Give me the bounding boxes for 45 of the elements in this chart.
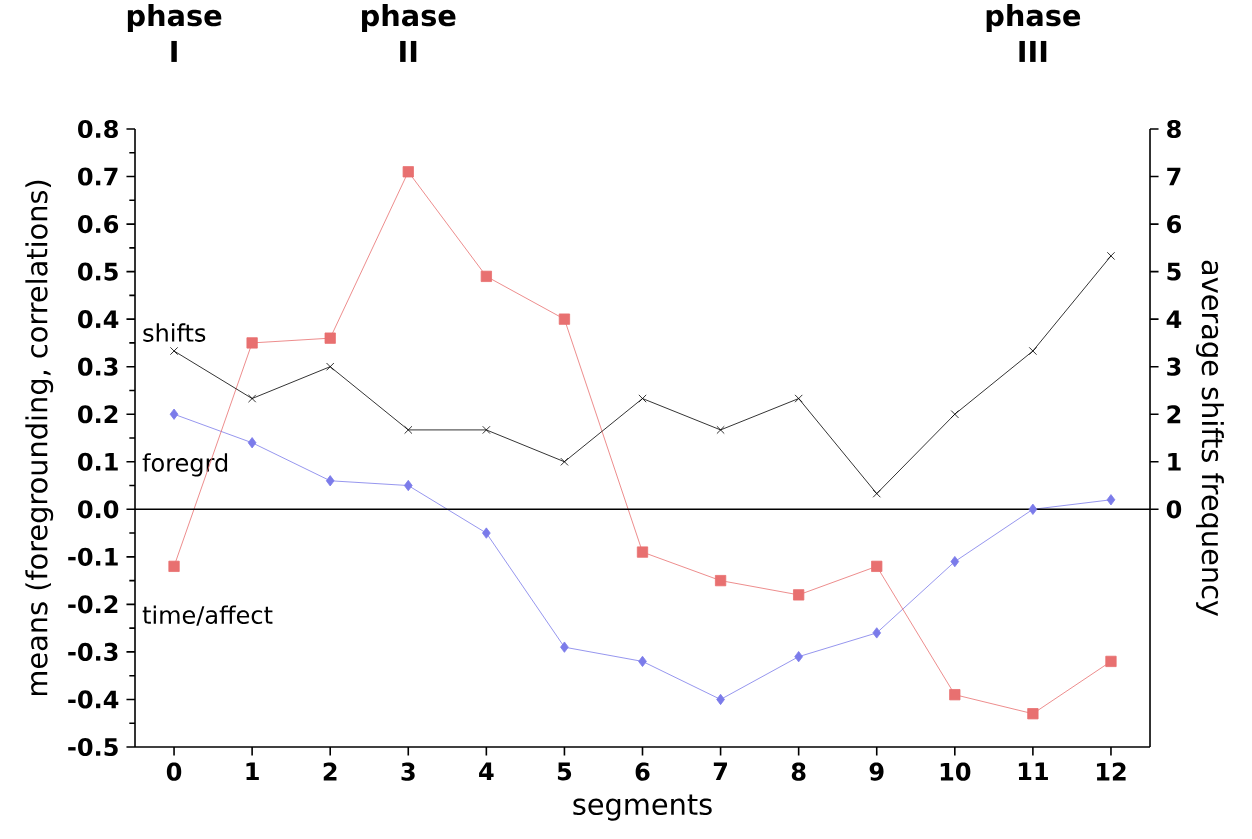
y-tick-label: -0.5: [68, 737, 118, 757]
y2-tick-label: 5: [1167, 262, 1181, 281]
y2-tick-label: 0: [1166, 500, 1182, 519]
x-tick-label: 11: [1018, 762, 1048, 781]
x-tick-label: 5: [557, 762, 572, 781]
y2-axis-title: average shifts frequency: [1196, 260, 1224, 617]
y-tick-label: -0.2: [68, 595, 118, 614]
x-tick-label: 8: [791, 762, 806, 781]
x-axis-title: segments: [573, 794, 712, 821]
text: phase II: [362, 4, 456, 62]
y2-tick-label: 3: [1167, 357, 1181, 376]
y-tick-label: 0.4: [78, 310, 119, 329]
text: phase I: [127, 4, 222, 62]
y-tick-label: 0.5: [78, 262, 118, 281]
x-tick-label: 2: [323, 762, 337, 781]
x-tick-label: 12: [1096, 762, 1126, 781]
x-tick-label: 3: [401, 762, 415, 781]
x-tick-label: 10: [940, 762, 971, 781]
x-tick-label: 1: [246, 762, 259, 781]
x-tick-label: 6: [635, 762, 650, 781]
y-tick-label: -0.1: [68, 547, 118, 566]
x-tick-label: 0: [166, 762, 182, 781]
y2-tick-label: 2: [1167, 405, 1181, 424]
series-label: foregrd: [142, 453, 228, 477]
y-tick-label: 0.0: [78, 500, 119, 519]
y-tick-label: 0.6: [78, 215, 119, 234]
y-tick-label: 0.3: [78, 357, 118, 376]
y-tick-label: 0.2: [78, 405, 118, 424]
y2-tick-label: 7: [1167, 167, 1181, 186]
series-label: shifts: [143, 323, 206, 342]
x-tick-label: 4: [479, 762, 494, 781]
y-axis-title: means (foregrounding, correlations): [25, 180, 54, 696]
x-tick-label: 9: [869, 762, 884, 781]
y2-tick-label: 6: [1167, 215, 1182, 234]
y-tick-label: 0.7: [78, 167, 118, 186]
series-label: time/affect: [142, 605, 273, 626]
x-tick-label: 7: [713, 762, 728, 781]
y-tick-label: 0.1: [78, 452, 118, 471]
y-tick-label: 0.8: [78, 119, 118, 139]
y-tick-label: -0.4: [68, 690, 119, 709]
y-tick-label: -0.3: [68, 642, 118, 661]
y2-tick-label: 4: [1166, 310, 1182, 328]
text: phase III: [986, 4, 1081, 62]
y2-tick-label: 1: [1168, 453, 1181, 471]
y2-tick-label: 8: [1167, 119, 1181, 139]
